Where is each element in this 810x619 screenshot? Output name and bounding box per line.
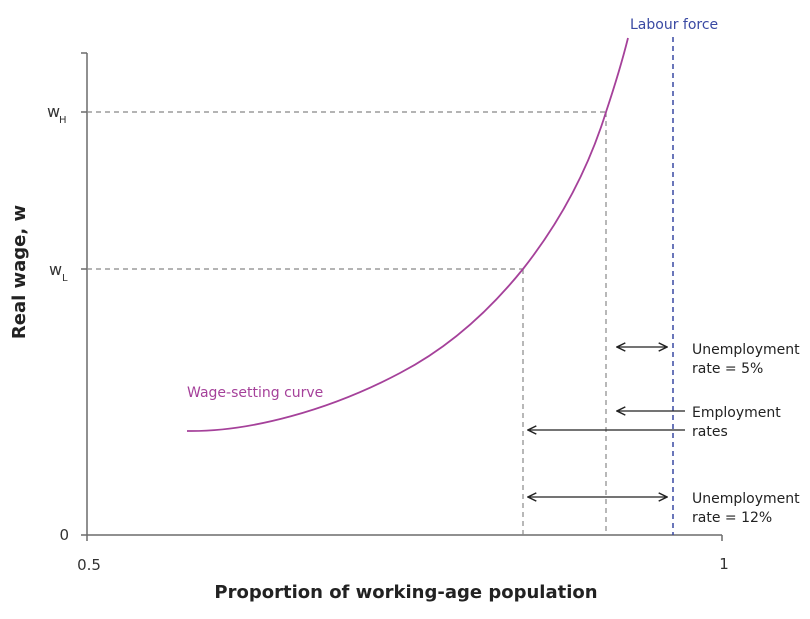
wH-label: w H	[47, 102, 67, 126]
wage-setting-curve	[186, 37, 629, 432]
y-axis-title: Real wage, w	[9, 205, 30, 339]
wL-letter: w	[49, 260, 62, 279]
annotation-arrows	[528, 347, 685, 497]
wL-subscript: L	[62, 273, 68, 284]
employment-rates-label-line2: rates	[692, 424, 728, 440]
employment-rates-label-line1: Employment	[692, 405, 781, 421]
wH-letter: w	[47, 102, 60, 121]
y-tick-label-zero: 0	[59, 526, 69, 544]
wage-setting-curve-label: Wage-setting curve	[187, 385, 323, 401]
x-tick-label-max: 1	[719, 555, 729, 573]
wH-subscript: H	[59, 115, 67, 126]
unemployment-5-label-line1: Unemployment	[692, 342, 800, 358]
labour-force-label: Labour force	[630, 17, 718, 33]
guide-lines	[87, 111, 607, 535]
unemployment-5-label-line2: rate = 5%	[692, 361, 763, 377]
wL-label: w L	[49, 260, 68, 284]
unemployment-12-label-line1: Unemployment	[692, 491, 800, 507]
x-axis-title: Proportion of working-age population	[214, 582, 597, 603]
unemployment-12-label-line2: rate = 12%	[692, 510, 772, 526]
x-tick-label-min: 0.5	[77, 556, 101, 574]
axes	[81, 52, 723, 541]
